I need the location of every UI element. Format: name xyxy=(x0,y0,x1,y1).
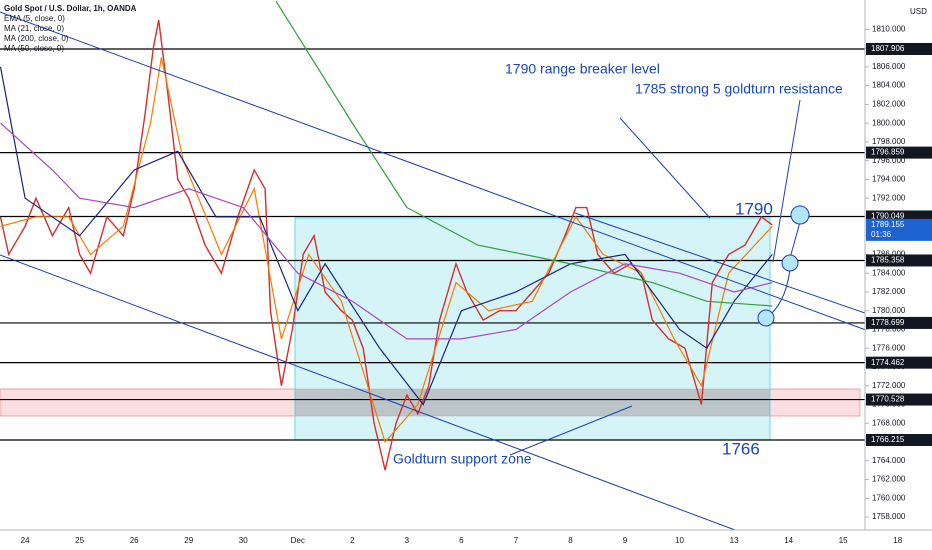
x-tick-label: 15 xyxy=(839,536,848,545)
annotation: 1766 xyxy=(722,439,760,458)
y-tick-label: 1802.000 xyxy=(872,99,906,108)
x-tick-label: 24 xyxy=(21,536,30,545)
annotation: Goldturn support zone xyxy=(393,451,532,467)
x-tick-label: 30 xyxy=(239,536,248,545)
y-tick-label: 1760.000 xyxy=(872,493,906,502)
y-tick-label: 1786.000 xyxy=(872,250,906,259)
x-tick-label: Dec xyxy=(291,536,305,545)
target xyxy=(790,205,810,225)
x-tick-label: 13 xyxy=(730,536,739,545)
y-tick-label: 1794.000 xyxy=(872,175,906,184)
x-tick-label: 18 xyxy=(893,536,902,545)
legend-entry: MA (21, close, 0) xyxy=(4,24,64,33)
level-tag xyxy=(866,356,932,369)
level-label: 1774.462 xyxy=(871,358,905,367)
x-tick-label: 2 xyxy=(350,536,355,545)
level-label: 1770.528 xyxy=(871,395,905,404)
level-tag xyxy=(866,42,932,55)
pointer xyxy=(509,405,633,456)
price-label: 1789.155 xyxy=(871,220,905,229)
y-tick-label: 1784.000 xyxy=(872,268,906,277)
x-tick-label: 6 xyxy=(459,536,464,545)
legend: EMA (5, close, 0)MA (21, close, 0)MA (20… xyxy=(4,14,69,53)
range-box xyxy=(294,217,771,441)
x-tick-label: 9 xyxy=(623,536,628,545)
y-tick-label: 1780.000 xyxy=(872,306,906,315)
channel-mid xyxy=(574,212,865,314)
level-label: 1778.699 xyxy=(871,318,905,327)
x-tick-label: 25 xyxy=(75,536,84,545)
grey-zone xyxy=(295,389,770,416)
x-tick-label: 3 xyxy=(405,536,410,545)
x-tick-label: 10 xyxy=(675,536,684,545)
legend-entry: MA (200, close, 0) xyxy=(4,34,69,43)
y-tick-label: 1772.000 xyxy=(872,381,906,390)
y-tick-label: 1762.000 xyxy=(872,475,906,484)
y-tick-label: 1796.000 xyxy=(872,156,906,165)
level-label: 1785.358 xyxy=(871,256,905,265)
y-tick-label: 1768.000 xyxy=(872,418,906,427)
lines xyxy=(0,0,773,471)
series-line xyxy=(0,57,773,444)
y-tick-label: 1800.000 xyxy=(872,118,906,127)
x-tick-label: 29 xyxy=(184,536,193,545)
y-tick-label: 1778.000 xyxy=(872,325,906,334)
level-tag xyxy=(866,393,932,406)
x-tick-label: 8 xyxy=(568,536,573,545)
level-label: 1790.049 xyxy=(871,212,905,221)
pointer xyxy=(772,99,801,263)
y-tick-label: 1764.000 xyxy=(872,456,906,465)
series-line xyxy=(275,0,773,307)
y-tick-label: 1782.000 xyxy=(872,287,906,296)
annotation: 1790 xyxy=(735,199,773,218)
series-line xyxy=(0,66,773,406)
channel-upper xyxy=(0,11,865,331)
y-tick-label: 1792.000 xyxy=(872,193,906,202)
y-tick-label: 1776.000 xyxy=(872,343,906,352)
level-tag xyxy=(866,146,932,159)
series-line xyxy=(0,122,773,340)
x-tick-label: 26 xyxy=(130,536,139,545)
annotation: 1790 range breaker level xyxy=(505,61,660,77)
legend-entry: MA (50, close, 0) xyxy=(4,44,64,53)
level-label: 1807.906 xyxy=(871,44,905,53)
y-tick-label: 1798.000 xyxy=(872,137,906,146)
target xyxy=(781,254,799,272)
price-tag xyxy=(866,218,932,241)
level-label: 1796.859 xyxy=(871,148,905,157)
annotation: 1785 strong 5 goldturn resistance xyxy=(635,81,843,97)
y-tick-label: 1806.000 xyxy=(872,62,906,71)
level-label: 1766.215 xyxy=(871,435,905,444)
channel-lower xyxy=(0,254,736,530)
channel xyxy=(0,11,865,530)
level-tag xyxy=(866,316,932,329)
level-tags: 1807.906 1796.859 1790.049 1785.358 1778.699… xyxy=(866,42,932,447)
pointer xyxy=(619,117,711,219)
target xyxy=(757,309,775,327)
y-tick-label: 1804.000 xyxy=(872,81,906,90)
countdown: 01:36 xyxy=(871,230,892,239)
legend-entry: EMA (5, close, 0) xyxy=(4,14,65,23)
series-line xyxy=(0,19,773,471)
chart-title: Gold Spot / U.S. Dollar, 1h, OANDA xyxy=(4,4,137,13)
level-tag xyxy=(866,434,932,447)
y-tick-label: 1758.000 xyxy=(872,512,906,521)
currency: USD xyxy=(910,7,927,16)
x-tick-label: 14 xyxy=(784,536,793,545)
level-tag xyxy=(866,254,932,267)
x-tick-label: 7 xyxy=(514,536,519,545)
y-tick-label: 1810.000 xyxy=(872,24,906,33)
